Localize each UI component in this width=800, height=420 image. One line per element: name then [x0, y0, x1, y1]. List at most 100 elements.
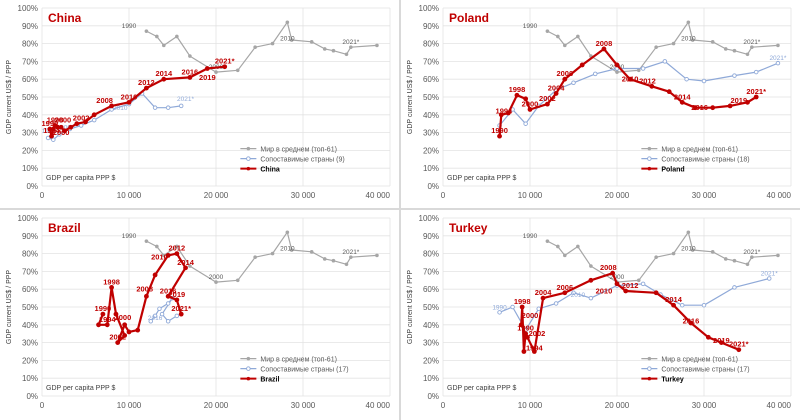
year-label: 2004: [535, 288, 553, 297]
data-point: [563, 43, 567, 48]
data-point: [571, 80, 576, 86]
legend-label: Сопоставимые страны (9): [260, 157, 344, 164]
year-label: 2016: [148, 315, 163, 322]
year-label: 1990: [122, 23, 137, 30]
series-peers: 2016: [148, 295, 180, 324]
data-point: [610, 270, 616, 276]
data-point: [344, 262, 349, 267]
legend-label: Сопоставимые страны (17): [260, 367, 348, 374]
y-tick-label: 10%: [423, 374, 439, 383]
y-tick-label: 90%: [22, 22, 38, 31]
year-label: 2010: [113, 105, 128, 112]
x-tick-label: 0: [441, 191, 446, 200]
data-point: [680, 302, 685, 308]
data-point: [187, 75, 193, 80]
data-point: [563, 253, 567, 258]
legend-swatch-marker: [246, 166, 251, 171]
data-point: [636, 278, 641, 283]
year-label: 2010: [280, 246, 295, 253]
year-label: 2021*: [171, 304, 191, 313]
year-label: 2021*: [746, 87, 766, 96]
data-point: [375, 253, 379, 258]
year-label: 1998: [103, 277, 120, 286]
data-point: [115, 340, 121, 345]
data-point: [732, 258, 737, 263]
x-tick-label: 30 000: [692, 401, 717, 410]
data-point: [710, 250, 715, 254]
y-tick-label: 40%: [423, 321, 439, 330]
year-label: 2021*: [743, 39, 760, 46]
year-label: 2021*: [743, 249, 760, 256]
year-label: 2014: [155, 69, 173, 78]
data-point: [732, 285, 737, 290]
data-point: [640, 281, 646, 287]
data-point: [68, 124, 74, 130]
x-tick-label: 0: [40, 401, 45, 410]
data-point: [684, 76, 689, 82]
data-point: [686, 20, 691, 25]
data-point: [309, 40, 314, 44]
data-point: [309, 250, 314, 254]
year-label: 2012: [639, 76, 656, 85]
data-point: [178, 103, 184, 109]
data-point: [732, 73, 737, 78]
data-point: [627, 76, 633, 82]
y-tick-label: 70%: [423, 267, 439, 276]
y-tick-label: 70%: [22, 267, 38, 276]
data-point: [58, 124, 64, 130]
data-point: [152, 313, 158, 319]
legend: Мир в среднем (топ-61) Сопоставимые стран…: [641, 357, 750, 384]
x-tick-label: 10 000: [117, 191, 142, 200]
data-point: [510, 304, 515, 310]
data-point: [692, 105, 698, 111]
y-tick-label: 20%: [423, 146, 439, 155]
year-label: 2008: [96, 96, 113, 105]
y-tick-label: 30%: [22, 339, 38, 348]
x-tick-label: 10 000: [518, 401, 543, 410]
data-point: [162, 253, 166, 258]
y-tick-label: 20%: [423, 356, 439, 365]
x-tick-label: 20 000: [204, 191, 229, 200]
data-point: [214, 70, 218, 74]
data-point: [178, 311, 184, 317]
y-axis-title: GDP current US$ / PPP: [6, 270, 13, 345]
year-label: 1994: [99, 315, 117, 324]
data-point: [523, 121, 528, 126]
data-point: [727, 103, 733, 109]
data-point: [126, 99, 132, 105]
y-tick-label: 50%: [22, 93, 38, 102]
year-label: 1998: [509, 85, 526, 94]
year-label: 2016: [182, 67, 199, 76]
year-label: 2006: [556, 283, 573, 292]
data-point: [753, 69, 759, 75]
y-tick-label: 20%: [22, 356, 38, 365]
data-point: [671, 302, 676, 308]
legend-swatch-marker: [246, 356, 251, 361]
data-point: [514, 92, 520, 98]
year-label: 2016: [691, 103, 708, 112]
year-label: 1994: [496, 107, 514, 116]
year-label: 2002: [109, 333, 126, 342]
legend-swatch-marker: [246, 146, 251, 151]
year-label: 2014: [674, 92, 692, 101]
data-point: [109, 103, 114, 109]
year-label: 2016: [683, 317, 700, 326]
y-tick-label: 60%: [22, 285, 38, 294]
x-axis-title: GDP per capita PPP $: [46, 175, 115, 182]
data-point: [174, 251, 180, 256]
y-tick-label: 40%: [423, 111, 439, 120]
y-tick-label: 10%: [22, 374, 38, 383]
y-tick-label: 60%: [423, 75, 439, 84]
data-point: [165, 301, 171, 306]
legend-swatch-marker: [246, 156, 251, 161]
data-point: [91, 112, 97, 118]
y-tick-label: 80%: [423, 250, 439, 259]
y-tick-label: 0%: [427, 182, 439, 191]
year-label: 2010: [596, 286, 613, 295]
data-point: [653, 290, 659, 296]
series-country: 1990199419982000200220042006200820122010…: [491, 39, 766, 139]
data-point: [690, 38, 695, 42]
data-point: [174, 313, 180, 319]
